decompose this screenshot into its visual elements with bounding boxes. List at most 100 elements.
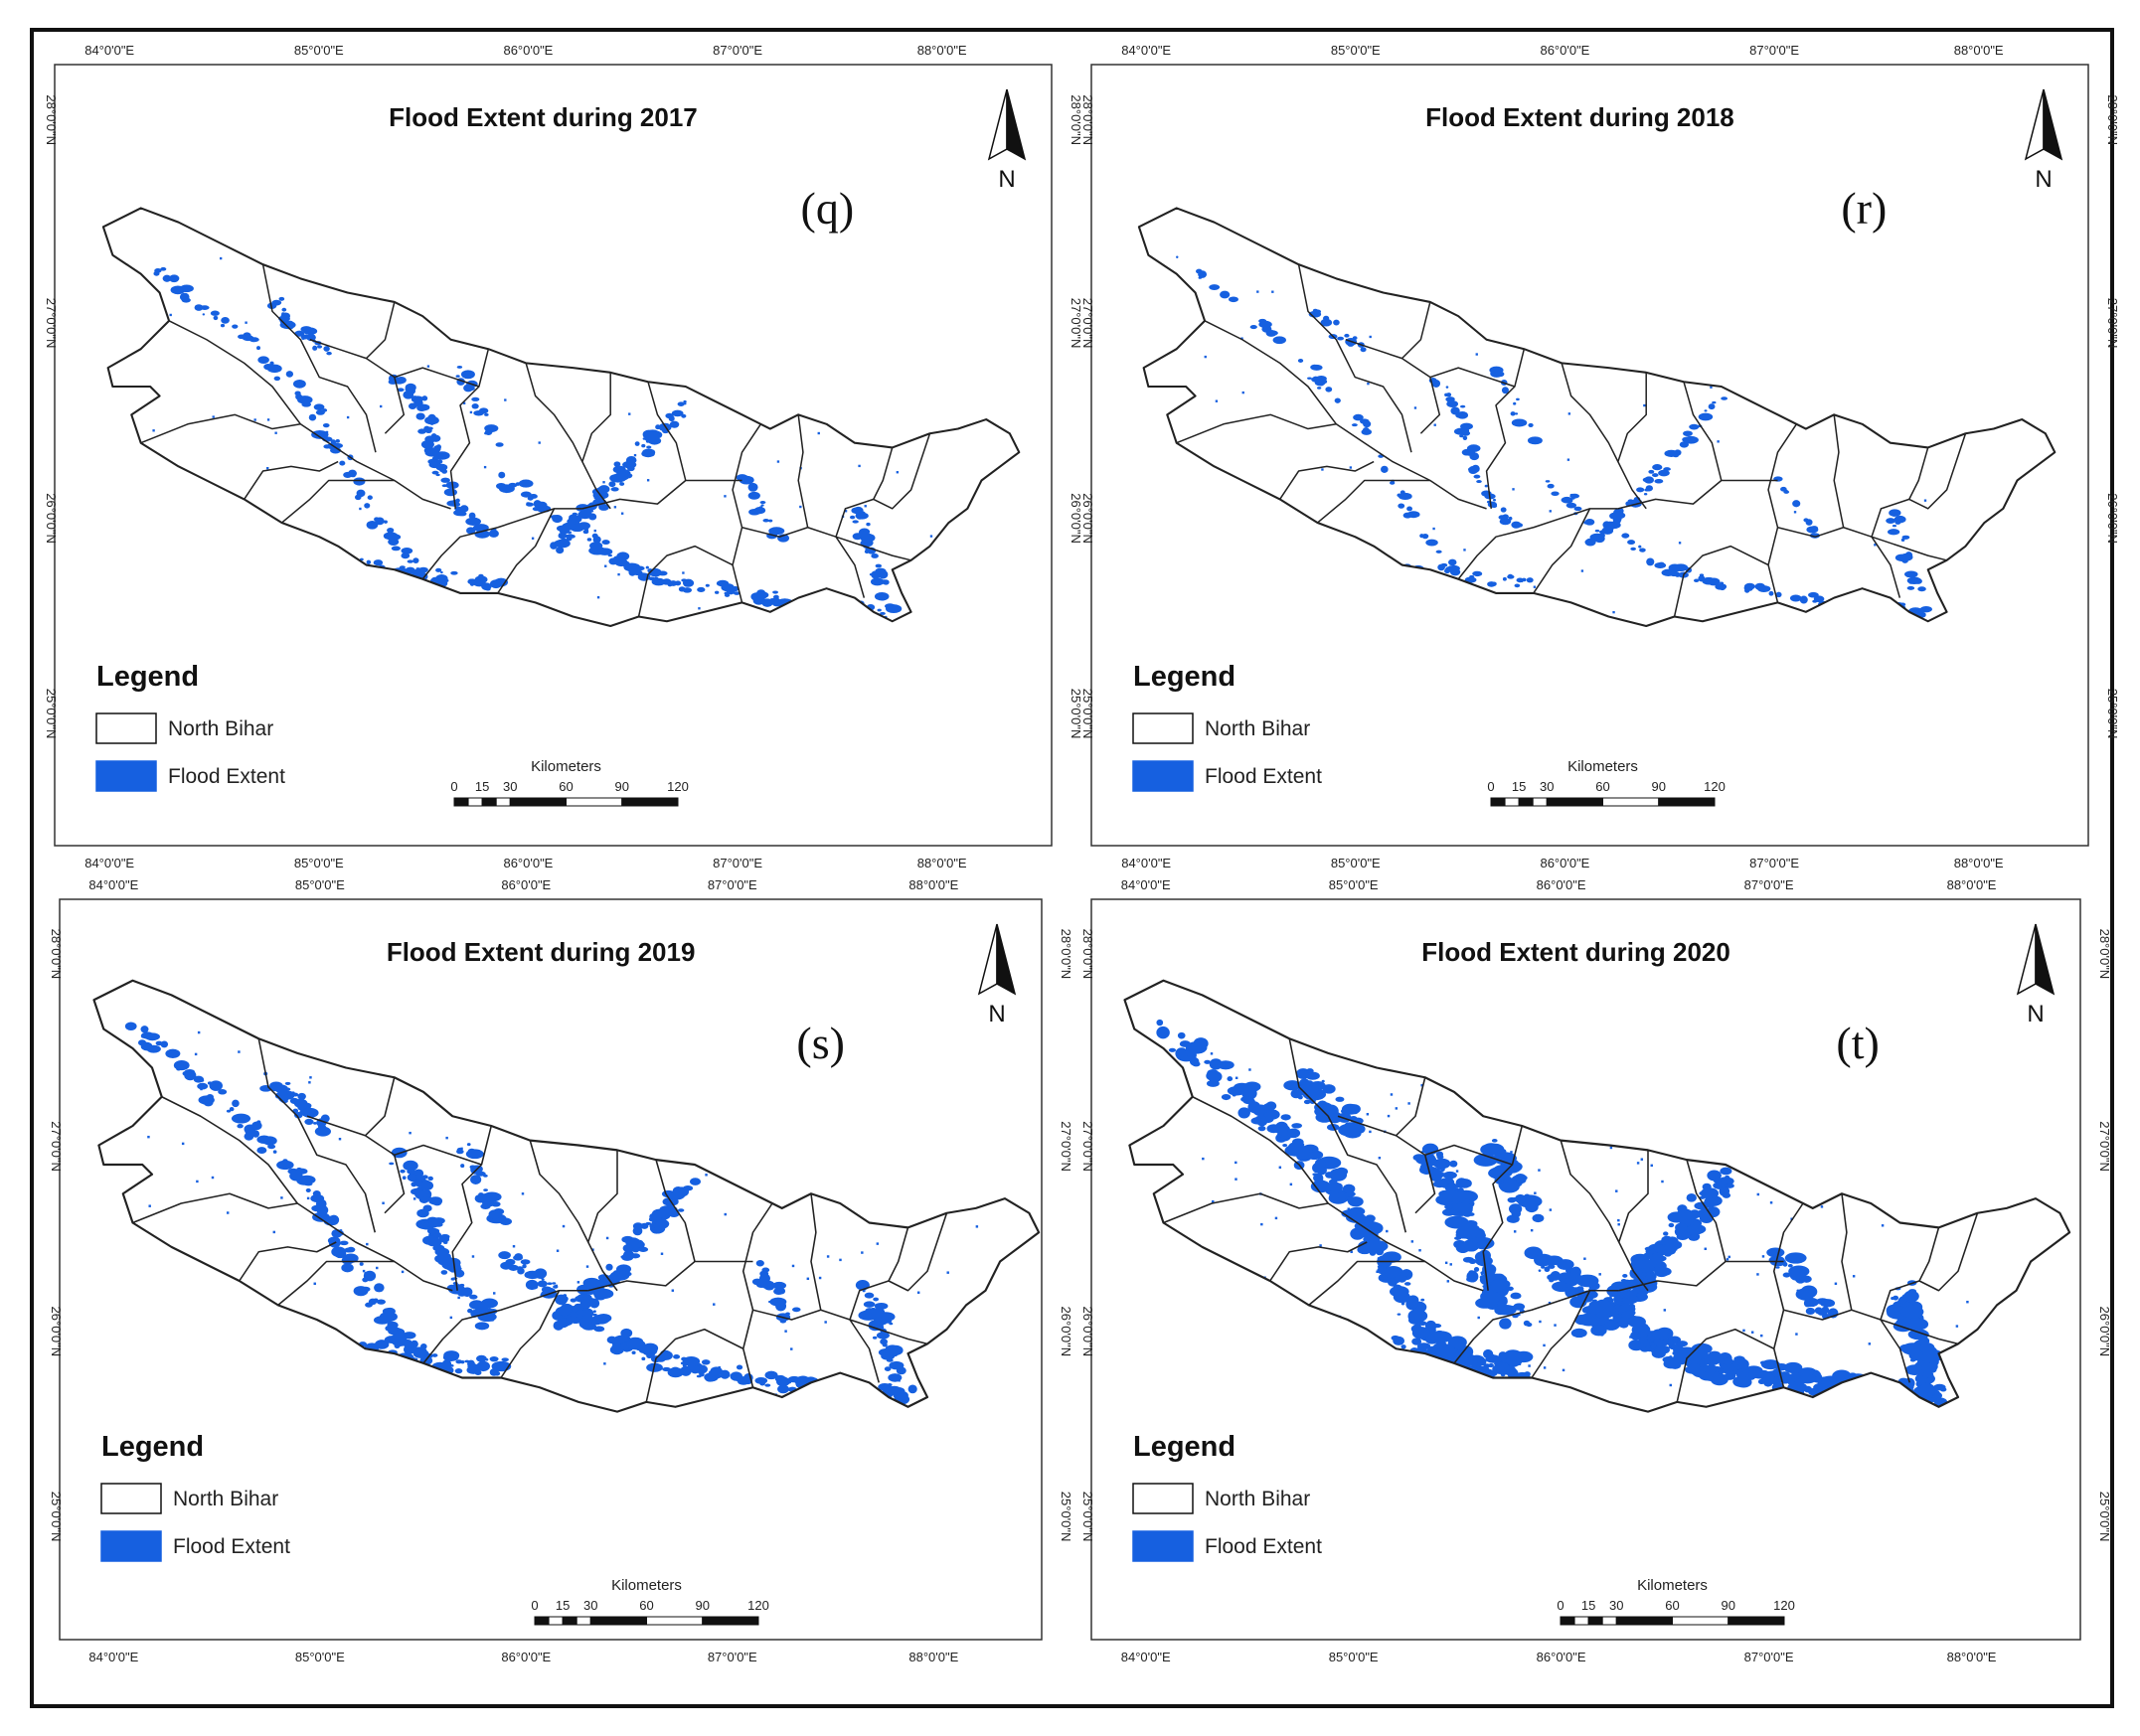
district-boundary	[1686, 1159, 1727, 1262]
legend: Legend North Bihar Flood Extent	[100, 1431, 290, 1562]
scale-bar-tick: 90	[1652, 779, 1666, 794]
north-arrow-label: N	[988, 1001, 1005, 1027]
district-boundary	[1308, 1260, 1425, 1306]
scale-bar-tick: 15	[556, 1598, 570, 1613]
district-boundary	[741, 526, 837, 538]
longitude-label-bottom: 87°0'0"E	[1749, 856, 1799, 870]
latitude-label-left: 28°0'0"N	[1080, 929, 1095, 980]
scale-bar: Kilometers 0 15 30 60 90 120	[450, 758, 689, 807]
legend-title: Legend	[96, 661, 199, 693]
map-panel-r: 84°0'0"E 84°0'0"E 85°0'0"E 85°0'0"E 86°0'0"E…	[1080, 43, 2120, 870]
latitude-label-left: 27°0'0"N	[49, 1121, 64, 1172]
district-boundary	[1269, 1241, 1368, 1282]
legend-title: Legend	[1133, 661, 1235, 693]
map-neatline	[59, 898, 1043, 1641]
figure-frame	[30, 28, 2114, 1708]
north-arrow-label: N	[998, 166, 1015, 193]
district-boundary	[280, 479, 395, 524]
longitude-label-bottom: 88°0'0"E	[917, 856, 967, 870]
longitude-label-bottom: 88°0'0"E	[1954, 856, 2004, 870]
district-boundary	[1485, 349, 1526, 509]
district-boundary	[449, 349, 490, 509]
district-boundary	[835, 447, 894, 598]
scale-bar-tick: 60	[1665, 1598, 1679, 1613]
district-boundary	[1617, 1150, 1649, 1292]
longitude-label-top: 88°0'0"E	[1954, 43, 2004, 58]
scale-bar-tick: 120	[1773, 1598, 1795, 1613]
legend-item-label: North Bihar	[168, 717, 273, 740]
district-boundary	[581, 372, 611, 510]
scale-bar-tick: 60	[639, 1598, 653, 1613]
district-boundary	[888, 1212, 948, 1292]
longitude-label-bottom: 85°0'0"E	[295, 1650, 345, 1664]
panel-letter: (r)	[1841, 183, 1887, 234]
longitude-label-top: 85°0'0"E	[1329, 877, 1379, 892]
district-boundary	[161, 1096, 453, 1292]
latitude-label-left: 28°0'0"N	[1080, 94, 1095, 145]
district-boundary	[586, 1150, 618, 1292]
legend: Legend North Bihar Flood Extent	[95, 661, 285, 792]
scale-bar-tick: 15	[475, 779, 489, 794]
latitude-label-right: 25°0'0"N	[1069, 689, 1083, 739]
district-boundary	[1561, 363, 1619, 462]
district-boundary	[239, 1241, 337, 1282]
legend-item-label: Flood Extent	[168, 765, 285, 788]
longitude-label-bottom: 84°0'0"E	[84, 856, 134, 870]
district-boundary	[257, 1038, 377, 1233]
scale-bar-title: Kilometers	[1637, 1577, 1708, 1594]
district-boundary	[645, 1328, 744, 1403]
north-bihar-boundary	[92, 979, 1041, 1413]
district-boundary	[1316, 479, 1430, 524]
scale-bar-tick: 30	[1540, 779, 1554, 794]
legend-title: Legend	[101, 1431, 204, 1463]
longitude-label-top: 87°0'0"E	[1744, 877, 1794, 892]
scale-bar-tick: 60	[559, 779, 573, 794]
district-boundary	[581, 479, 742, 510]
district-boundary	[1192, 1096, 1484, 1292]
district-boundary	[647, 382, 687, 481]
district-boundary	[1395, 1077, 1436, 1214]
district-boundary	[1777, 526, 1873, 538]
scale-bar-tick: 30	[583, 1598, 597, 1613]
latitude-label-left: 26°0'0"N	[1080, 493, 1095, 544]
scale-bar-tick: 90	[615, 779, 629, 794]
longitude-label-top: 87°0'0"E	[708, 877, 757, 892]
district-boundary	[394, 1144, 482, 1166]
district-boundary	[1871, 536, 1947, 561]
map-neatline	[54, 64, 1053, 847]
district-boundary	[168, 320, 451, 510]
district-boundary	[132, 1192, 298, 1224]
legend-swatch-boundary	[100, 1483, 162, 1514]
latitude-label-right: 25°0'0"N	[1059, 1492, 1073, 1542]
scale-bar-tick: 15	[1512, 779, 1526, 794]
district-boundary	[1783, 1309, 1882, 1321]
district-boundary	[1673, 545, 1769, 617]
scale-bar-tick: 15	[1581, 1598, 1595, 1613]
latitude-label-right: 26°0'0"N	[1069, 493, 1083, 544]
scale-bar: Kilometers 0 15 30 60 90 120	[531, 1577, 769, 1626]
longitude-label-top: 84°0'0"E	[1121, 877, 1171, 892]
district-boundary	[849, 1319, 928, 1345]
panel-letter: (t)	[1836, 1018, 1879, 1068]
longitude-label-bottom: 88°0'0"E	[908, 1650, 958, 1664]
district-boundary	[309, 339, 367, 360]
district-boundary	[1841, 1193, 1853, 1311]
district-boundary	[1617, 372, 1647, 510]
district-boundary	[1424, 1144, 1513, 1166]
map-title: Flood Extent during 2020	[1421, 937, 1730, 967]
district-boundary	[1337, 1115, 1397, 1137]
longitude-label-bottom: 87°0'0"E	[713, 856, 762, 870]
district-boundary	[261, 264, 377, 453]
district-boundary	[1176, 413, 1337, 444]
longitude-label-bottom: 85°0'0"E	[1331, 856, 1381, 870]
district-boundary	[1871, 447, 1929, 598]
latitude-label-right: 27°0'0"N	[2105, 298, 2120, 349]
longitude-label-top: 88°0'0"E	[917, 43, 967, 58]
district-boundary	[529, 1140, 589, 1243]
longitude-label-bottom: 84°0'0"E	[1121, 856, 1171, 870]
north-bihar-boundary	[1137, 207, 2057, 628]
latitude-label-left: 25°0'0"N	[49, 1492, 64, 1542]
scale-bar-title: Kilometers	[611, 1577, 682, 1594]
legend-swatch-flood	[1132, 1530, 1194, 1562]
legend: Legend North Bihar Flood Extent	[1132, 661, 1322, 792]
